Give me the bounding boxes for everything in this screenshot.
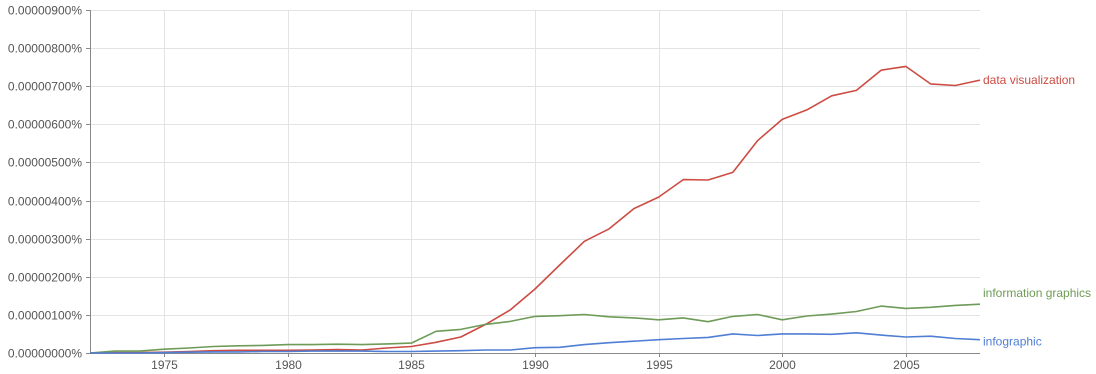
y-tick-label: 0.00000600% [8, 118, 82, 132]
series-line-data-visualization[interactable] [89, 65, 981, 354]
x-tick-label: 1995 [646, 358, 673, 372]
series-labels: data visualization information graphics in… [983, 73, 1091, 349]
x-tick-label: 2000 [769, 358, 796, 372]
gridlines [90, 10, 980, 353]
series-lines [89, 65, 981, 354]
y-tick-label: 0.00000000% [8, 347, 82, 361]
x-tick-label: 1975 [151, 358, 178, 372]
x-tick-label: 1985 [398, 358, 425, 372]
axes: 0.00000000% 0.00000100% 0.00000200% 0.00000… [8, 4, 980, 372]
x-tick-label: 1990 [522, 358, 549, 372]
series-line-infographic[interactable] [90, 331, 981, 354]
y-tick-label: 0.00000200% [8, 271, 82, 285]
y-tick-label: 0.00000300% [8, 233, 82, 247]
series-label-data-visualization: data visualization [983, 73, 1075, 87]
y-tick-label: 0.00000100% [8, 309, 82, 323]
y-tick-label: 0.00000400% [8, 195, 82, 209]
series-line-information-graphics[interactable] [89, 303, 981, 354]
series-label-infographic: infographic [983, 335, 1042, 349]
y-tick-label: 0.00000700% [8, 80, 82, 94]
y-tick-label: 0.00000500% [8, 156, 82, 170]
series-label-information-graphics: information graphics [983, 286, 1091, 300]
x-tick-label: 2005 [893, 358, 920, 372]
x-tick-label: 1980 [275, 358, 302, 372]
y-tick-label: 0.00000800% [8, 42, 82, 56]
y-tick-label: 0.00000900% [8, 4, 82, 18]
